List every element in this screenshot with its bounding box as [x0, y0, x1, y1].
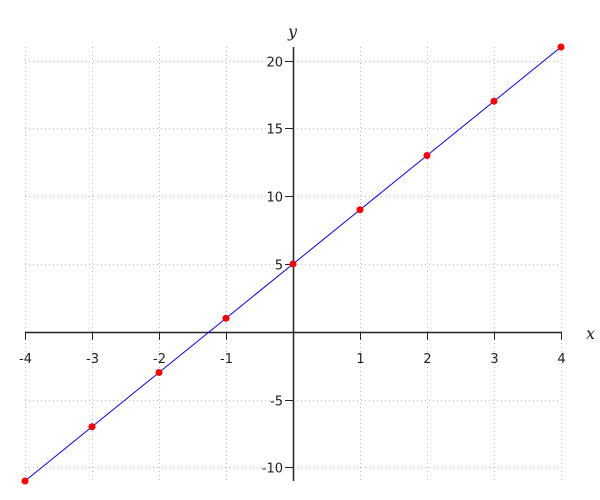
- y-tick-label: 20: [266, 56, 283, 71]
- y-tick-label: 5: [275, 259, 283, 274]
- x-tick-label: 3: [490, 352, 498, 367]
- y-tick-label: -10: [262, 462, 283, 477]
- x-tick-label: -3: [86, 352, 99, 367]
- x-tick-label: -1: [220, 352, 233, 367]
- data-point: [557, 43, 565, 51]
- data-point: [423, 152, 431, 159]
- data-point: [356, 206, 364, 214]
- x-axis-label: x: [586, 324, 595, 343]
- x-tick-label: -2: [153, 352, 166, 367]
- data-point: [289, 260, 297, 268]
- x-tick-label: -4: [19, 352, 32, 367]
- data-point: [155, 369, 163, 376]
- y-tick-label: -5: [270, 395, 283, 410]
- data-point: [21, 477, 29, 485]
- series: [21, 43, 565, 485]
- y-tick-label: 15: [266, 123, 283, 138]
- ticks: -4 -3 -2 -1 1 2 3 4 -10 -5 5 10 15 20: [19, 56, 566, 477]
- y-tick-label: 10: [266, 191, 283, 206]
- y-axis-label: y: [287, 22, 298, 41]
- data-point: [88, 423, 96, 431]
- data-point: [490, 97, 498, 105]
- x-tick-label: 4: [557, 352, 565, 367]
- x-tick-label: 1: [356, 352, 364, 367]
- x-tick-label: 2: [423, 352, 431, 367]
- data-point: [222, 314, 230, 322]
